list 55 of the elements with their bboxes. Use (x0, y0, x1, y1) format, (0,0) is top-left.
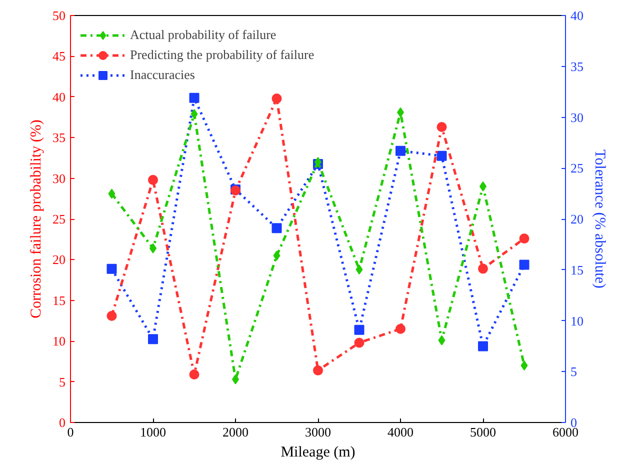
point (148, 174, 158, 185)
point (354, 338, 364, 348)
point (519, 234, 530, 244)
y2-axis-title: Tolerance (% absolute) (592, 150, 608, 288)
y-tick-label: 25 (52, 212, 66, 226)
x-axis-title: Mileage (m) (280, 444, 356, 460)
y2-tick-label: 30 (570, 110, 584, 125)
point (108, 188, 116, 199)
y2-tick-label: 10 (570, 313, 584, 328)
y-tick-label: 30 (52, 170, 66, 186)
point (189, 92, 200, 103)
y-tick-label: 40 (52, 89, 66, 104)
y-tick-label: 0 (59, 415, 66, 430)
point (436, 122, 447, 132)
point (272, 94, 282, 104)
x-tick-label: 2000 (222, 424, 248, 440)
y2-tick-label: 35 (570, 58, 584, 74)
y2-tick-label: 15 (570, 262, 584, 278)
y-tick-label: 35 (52, 130, 66, 146)
point (313, 365, 323, 376)
legend-label: Inaccuracies (130, 67, 195, 83)
point (356, 264, 363, 274)
y-axis-title: Corrosion failure probability (%) (28, 120, 44, 318)
y2-tick-label: 40 (570, 8, 584, 23)
point (190, 108, 198, 119)
point (106, 310, 117, 321)
point (438, 335, 446, 346)
x-tick-label: 1000 (140, 424, 166, 440)
legend-label: Predicting the probability of failure (130, 47, 314, 63)
point (354, 324, 364, 335)
point (519, 260, 530, 270)
x-tick-label: 3000 (305, 424, 331, 440)
legend-label: Actual probability of failure (130, 27, 276, 43)
x-tick-label: 4000 (388, 424, 414, 440)
y-tick-label: 15 (52, 292, 66, 308)
point (396, 324, 406, 334)
y2-tick-label: 25 (570, 160, 584, 176)
point (478, 264, 488, 274)
point (478, 341, 488, 352)
point (273, 250, 280, 261)
y-tick-label: 50 (52, 8, 66, 23)
point (272, 223, 282, 234)
point (436, 150, 447, 161)
y-tick-label: 5 (59, 374, 66, 390)
y-tick-label: 45 (52, 48, 66, 64)
point (106, 264, 117, 274)
y2-tick-label: 5 (570, 364, 577, 380)
point (396, 146, 406, 156)
point (520, 360, 528, 371)
x-tick-label: 5000 (470, 424, 496, 440)
point (189, 369, 200, 380)
point (148, 334, 158, 344)
y-tick-label: 10 (52, 334, 66, 349)
y2-tick-label: 20 (570, 212, 584, 226)
y-tick-label: 20 (52, 252, 66, 268)
